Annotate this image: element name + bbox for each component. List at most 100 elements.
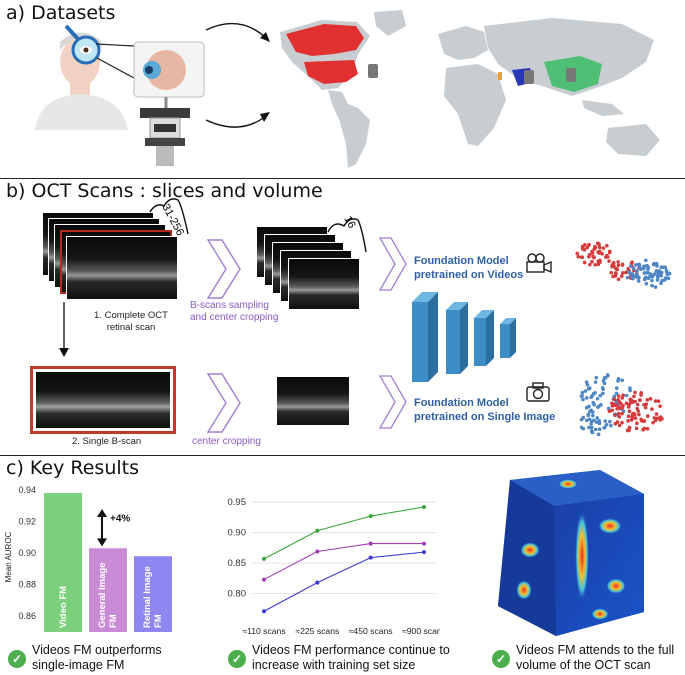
embedding-point: [592, 247, 597, 251]
video-camera-icon: [526, 253, 552, 274]
embedding-point: [624, 270, 628, 275]
embedding-point: [634, 263, 638, 267]
embedding-point: [597, 421, 602, 425]
embedding-point: [609, 423, 613, 428]
embedding-point: [590, 249, 594, 254]
embedding-point: [601, 379, 606, 383]
embedding-point: [590, 259, 594, 264]
complete-scan-caption: 1. Complete OCT retinal scan: [94, 310, 168, 333]
y-tick-label: 0.86: [18, 611, 36, 621]
x-tick-label: ≈110 scans: [242, 626, 285, 636]
embedding-point: [603, 375, 608, 380]
embedding-point: [592, 402, 596, 407]
dataset-arrows: [205, 22, 270, 128]
embedding-point: [659, 265, 664, 269]
embedding-point: [589, 425, 594, 430]
embedding-point: [602, 425, 607, 430]
embedding-point: [593, 263, 598, 267]
arrow-head: [97, 538, 107, 547]
data-point: [262, 577, 266, 582]
series-line: [263, 543, 424, 581]
embedding-point: [591, 254, 596, 259]
embedding-point: [628, 271, 632, 275]
data-point: [368, 514, 373, 519]
training-size-line-chart: 0.80 0.85 0.90 0.95 ≈110 scans ≈225 scans ≈450…: [228, 497, 441, 636]
annotation-label: +4%: [110, 514, 130, 525]
embedding-point: [611, 274, 615, 279]
embedding-point: [615, 267, 620, 272]
embedding-point: [655, 264, 659, 268]
section-c-title: c) Key Results: [6, 457, 139, 479]
embedding-point: [639, 418, 644, 423]
embedding-point: [607, 259, 611, 263]
embedding-point: [658, 415, 663, 419]
embedding-point: [658, 418, 663, 422]
section-b-title: b) OCT Scans : slices and volume: [6, 180, 323, 202]
embedding-point: [627, 428, 631, 433]
embedding-point: [630, 414, 635, 419]
y-tick-label: 0.85: [228, 558, 247, 569]
cropped-bscan: [276, 376, 350, 426]
result-3-text: Videos FM attends to the full volume of …: [516, 643, 675, 672]
embedding-point: [610, 408, 615, 413]
embedding-point: [652, 261, 657, 266]
patient-exam-illustration: [35, 24, 205, 166]
embedding-point: [654, 412, 659, 416]
video-model-label: Foundation Model pretrained on Videos: [414, 255, 524, 281]
data-point: [262, 556, 266, 561]
embedding-point: [587, 404, 591, 409]
y-tick-label: 0.94: [18, 485, 36, 495]
check-icon: ✓: [228, 650, 246, 668]
x-tick-label: ≈225 scans: [295, 626, 339, 636]
embedding-point: [620, 411, 624, 416]
sample-brace: [327, 218, 367, 253]
embedding-point: [584, 418, 589, 423]
world-map: [280, 10, 660, 168]
embedding-point: [600, 386, 605, 390]
embedding-point: [653, 399, 658, 403]
embedding-point: [637, 275, 641, 280]
embedding-point: [649, 272, 653, 276]
embedding-point: [616, 263, 621, 268]
embedding-point: [637, 412, 641, 417]
data-point: [262, 609, 266, 614]
embedding-point: [632, 411, 636, 416]
embedding-point: [635, 269, 639, 273]
embedding-point: [645, 427, 650, 431]
embedding-point: [575, 251, 580, 256]
embedding-point: [634, 426, 639, 431]
embedding-point: [593, 427, 598, 432]
embedding-point: [620, 406, 624, 411]
embedding-point: [597, 245, 602, 250]
embedding-point: [605, 373, 610, 377]
embedding-point: [628, 397, 633, 402]
embedding-point: [597, 427, 602, 431]
embedding-point: [663, 276, 668, 280]
single-bscan: [30, 366, 176, 434]
embedding-point: [596, 241, 600, 246]
embedding-point: [657, 269, 662, 273]
embedding-point: [583, 389, 588, 393]
embedding-point: [617, 423, 622, 428]
embedding-point: [620, 396, 625, 400]
embedding-point: [621, 393, 625, 397]
embedding-point: [620, 378, 625, 383]
embedding-point: [650, 278, 654, 283]
embedding-point: [581, 397, 585, 402]
embedding-point: [656, 399, 661, 403]
embedding-point: [626, 414, 631, 419]
data-point: [422, 541, 426, 546]
embedding-point: [613, 413, 617, 418]
arrow-head: [97, 509, 107, 518]
embedding-point: [646, 265, 651, 270]
embedding-point: [645, 414, 650, 418]
data-point: [315, 528, 320, 533]
embedding-point: [645, 398, 650, 402]
chevron-icon: [378, 237, 407, 291]
embedding-point: [582, 260, 587, 265]
bar: [44, 493, 82, 632]
embedding-point: [616, 394, 621, 398]
data-point: [315, 549, 320, 554]
embedding-point: [613, 403, 617, 407]
chevron-icon: [206, 239, 241, 299]
